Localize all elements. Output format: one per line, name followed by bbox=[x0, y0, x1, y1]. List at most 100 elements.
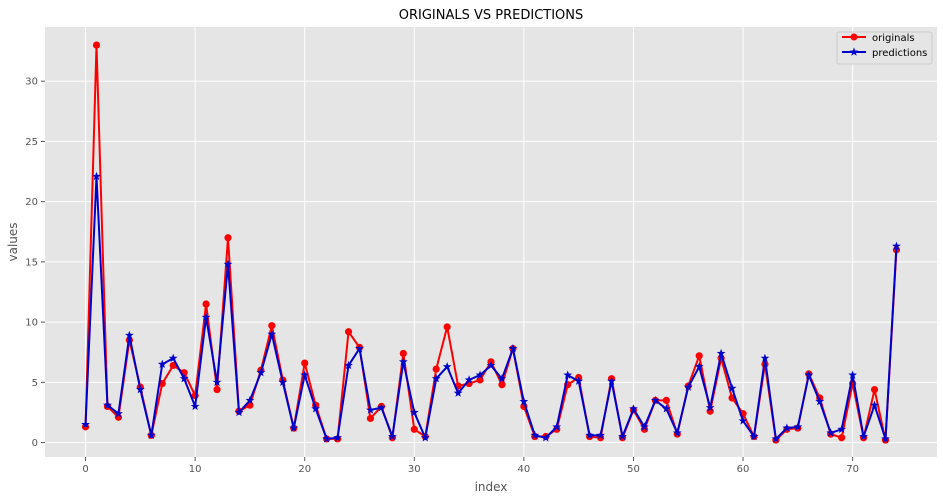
predictions-point bbox=[541, 433, 551, 442]
predictions-point bbox=[157, 359, 167, 368]
x-axis-label: index bbox=[475, 480, 508, 494]
originals-point bbox=[432, 365, 440, 373]
predictions-point bbox=[716, 348, 726, 358]
predictions-point bbox=[168, 353, 178, 362]
legend: originals predictions bbox=[836, 31, 933, 65]
y-tick-label: 20 bbox=[25, 197, 38, 208]
x-tick-label: 40 bbox=[518, 464, 531, 475]
predictions-point bbox=[300, 370, 310, 379]
predictions-point bbox=[201, 312, 211, 321]
predictions-point bbox=[694, 362, 704, 371]
originals-point bbox=[224, 234, 232, 242]
y-tick-label: 5 bbox=[32, 378, 38, 389]
predictions-point bbox=[672, 428, 682, 437]
predictions-point bbox=[475, 370, 485, 379]
predictions-point bbox=[103, 400, 112, 409]
predictions-point bbox=[859, 431, 868, 441]
predictions-point bbox=[311, 404, 321, 413]
predictions-point bbox=[497, 374, 507, 383]
x-tick-label: 0 bbox=[82, 464, 88, 475]
predictions-point bbox=[782, 423, 792, 432]
originals-point bbox=[213, 385, 221, 394]
x-tick-label: 70 bbox=[846, 464, 859, 475]
predictions-point bbox=[409, 407, 419, 417]
predictions-point bbox=[563, 370, 573, 379]
x-axis: 0 10 20 30 40 50 60 70 bbox=[82, 457, 859, 475]
grid bbox=[45, 27, 937, 457]
predictions-point bbox=[179, 374, 189, 383]
originals-point bbox=[202, 300, 210, 308]
predictions-point bbox=[388, 431, 397, 441]
predictions-point bbox=[596, 430, 605, 440]
predictions-point bbox=[278, 377, 288, 387]
originals-point bbox=[410, 425, 418, 433]
predictions-point bbox=[453, 388, 463, 397]
x-tick-label: 10 bbox=[189, 464, 202, 475]
originals-point bbox=[498, 381, 506, 389]
y-tick-label: 30 bbox=[25, 77, 38, 88]
predictions-point bbox=[749, 431, 759, 441]
predictions-point bbox=[398, 357, 408, 366]
originals-point bbox=[695, 352, 703, 360]
predictions-point bbox=[651, 395, 660, 405]
originals-point bbox=[662, 396, 670, 404]
x-tick-label: 30 bbox=[408, 464, 421, 475]
predictions-point bbox=[464, 375, 474, 384]
originals-point bbox=[838, 434, 846, 442]
predictions-point bbox=[190, 401, 200, 411]
predictions-point bbox=[826, 428, 836, 437]
chart-title: ORIGINALS VS PREDICTIONS bbox=[399, 8, 584, 23]
predictions-point bbox=[848, 370, 857, 379]
predictions-point bbox=[870, 400, 879, 409]
x-tick-label: 60 bbox=[737, 464, 750, 475]
predictions-point bbox=[530, 430, 540, 440]
plot-background bbox=[45, 27, 937, 457]
y-tick-label: 0 bbox=[32, 438, 38, 449]
predictions-point bbox=[804, 370, 814, 379]
predictions-point bbox=[705, 403, 715, 412]
predictions-point bbox=[333, 433, 342, 442]
predictions-point bbox=[442, 362, 452, 371]
predictions-point bbox=[146, 430, 156, 440]
originals-point bbox=[344, 328, 353, 336]
predictions-point bbox=[212, 377, 222, 387]
originals-point bbox=[366, 414, 375, 423]
x-tick-label: 50 bbox=[627, 464, 640, 475]
predictions-point bbox=[837, 424, 847, 434]
series-predictions bbox=[81, 171, 901, 443]
predictions-point bbox=[245, 395, 255, 405]
y-axis-label: values bbox=[6, 222, 20, 261]
x-tick-label: 20 bbox=[298, 464, 311, 475]
predictions-point bbox=[727, 383, 737, 393]
predictions-point bbox=[366, 405, 375, 414]
predictions-point bbox=[256, 368, 266, 377]
predictions-point bbox=[618, 431, 627, 441]
predictions-point bbox=[607, 376, 616, 385]
predictions-point bbox=[81, 419, 90, 429]
predictions-point bbox=[114, 409, 123, 418]
predictions-point bbox=[135, 384, 145, 394]
legend-label-originals: originals bbox=[872, 33, 915, 44]
originals-point bbox=[399, 349, 407, 358]
predictions-point bbox=[815, 396, 825, 406]
predictions-point bbox=[431, 374, 441, 383]
predictions-point bbox=[267, 329, 277, 338]
predictions-point bbox=[234, 407, 244, 417]
y-tick-label: 15 bbox=[25, 257, 38, 268]
originals-point bbox=[268, 322, 276, 330]
predictions-point bbox=[683, 382, 693, 391]
predictions-point bbox=[771, 434, 781, 443]
predictions-point bbox=[574, 376, 584, 385]
predictions-point bbox=[552, 422, 562, 431]
legend-label-predictions: predictions bbox=[872, 48, 927, 59]
predictions-point bbox=[881, 434, 890, 443]
predictions-point bbox=[892, 241, 901, 250]
predictions-point bbox=[629, 404, 638, 413]
predictions-point bbox=[585, 430, 594, 440]
predictions-point bbox=[661, 404, 671, 413]
predictions-point bbox=[508, 344, 518, 353]
predictions-point bbox=[519, 396, 529, 406]
y-tick-label: 25 bbox=[25, 137, 38, 148]
y-axis: 0 5 10 15 20 25 30 bbox=[25, 77, 45, 449]
